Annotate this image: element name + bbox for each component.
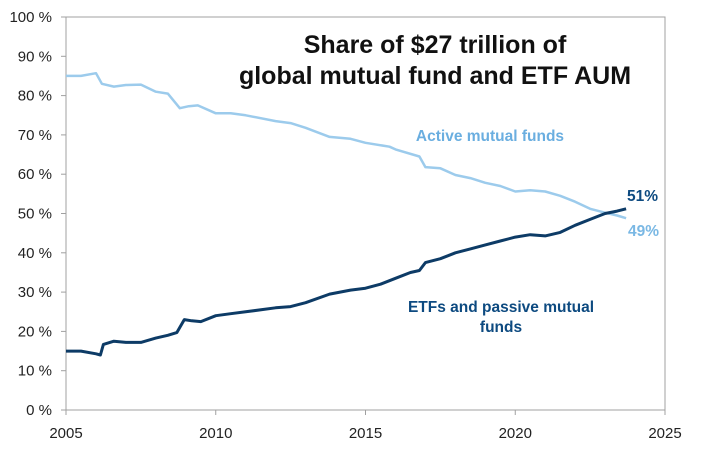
y-tick-label: 30 % <box>18 284 52 301</box>
y-tick-label: 100 % <box>9 9 52 26</box>
x-tick-label: 2020 <box>499 425 532 442</box>
y-tick-label: 0 % <box>26 402 52 419</box>
passive-series-line <box>66 207 627 357</box>
y-tick-label: 40 % <box>18 245 52 262</box>
chart-title-line-2: global mutual fund and ETF AUM <box>239 62 631 90</box>
active-series-label: Active mutual funds <box>416 128 564 145</box>
y-tick-label: 50 % <box>18 206 52 223</box>
y-tick-label: 10 % <box>18 363 52 380</box>
x-tick-label: 2005 <box>49 425 82 442</box>
passive-series-label-line-1: ETFs and passive mutual <box>408 299 594 316</box>
active-series-line <box>66 71 627 220</box>
passive-end-label: 51% <box>627 188 658 205</box>
passive-series-label-line-2: funds <box>480 319 522 336</box>
active-end-label: 49% <box>628 223 659 240</box>
series-lines <box>66 71 627 357</box>
x-tick-label: 2010 <box>199 425 232 442</box>
x-tick-label: 2015 <box>349 425 382 442</box>
y-tick-label: 80 % <box>18 88 52 105</box>
x-tick-label: 2025 <box>648 425 681 442</box>
axes: 0 % 10 % 20 % 30 % 40 % 50 % 60 % 70 % 80 % 90 % 1… <box>9 9 681 442</box>
chart-title-line-1: Share of $27 trillion of <box>304 31 567 59</box>
y-tick-label: 20 % <box>18 323 52 340</box>
y-tick-label: 70 % <box>18 127 52 144</box>
y-tick-label: 60 % <box>18 166 52 183</box>
y-tick-label: 90 % <box>18 48 52 65</box>
